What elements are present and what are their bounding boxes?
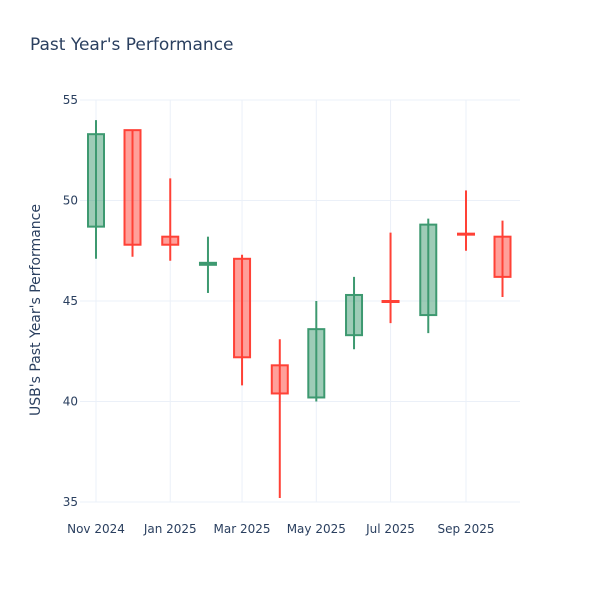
increasing-candle <box>345 276 364 350</box>
chart-title: Past Year's Performance <box>30 35 234 55</box>
y-tick-label: 40 <box>63 395 78 409</box>
candle-body <box>198 261 217 266</box>
candle-body <box>87 133 105 228</box>
x-tick-label: Jul 2025 <box>365 522 415 536</box>
candle-body <box>419 223 438 317</box>
y-tick-label: 35 <box>63 495 78 509</box>
y-axis-label: USB's Past Year's Performance <box>28 204 44 416</box>
candle-body <box>307 328 326 399</box>
decreasing-candle <box>493 220 512 297</box>
decreasing-candle <box>233 254 252 386</box>
decreasing-candle <box>381 232 400 324</box>
x-tick-label: Nov 2024 <box>67 522 125 536</box>
y-tick-label: 50 <box>63 194 78 208</box>
decreasing-candle <box>161 178 180 261</box>
y-tick-label: 45 <box>63 294 78 308</box>
candle-body <box>345 293 364 337</box>
decreasing-candle <box>270 339 289 498</box>
increasing-candle <box>419 218 438 334</box>
candle-body <box>270 364 289 395</box>
x-tick-label: May 2025 <box>287 522 346 536</box>
y-axis-ticks: 35 40 45 50 55 <box>63 93 78 509</box>
x-tick-label: Sep 2025 <box>438 522 495 536</box>
candle-body <box>381 300 400 304</box>
candles <box>87 120 512 498</box>
candle-body <box>233 257 252 359</box>
decreasing-candle <box>123 129 142 257</box>
candle-body <box>161 235 180 246</box>
x-axis-ticks: Nov 2024 Jan 2025 Mar 2025 May 2025 Jul 2025… <box>67 522 494 536</box>
increasing-candle <box>307 301 326 402</box>
increasing-candle <box>87 120 105 259</box>
increasing-candle <box>198 236 217 293</box>
x-tick-label: Jan 2025 <box>143 522 197 536</box>
grid <box>80 99 520 503</box>
candle-body <box>457 232 475 236</box>
candle-body <box>123 129 142 246</box>
y-tick-label: 55 <box>63 93 78 107</box>
candle-body <box>493 235 512 278</box>
x-tick-label: Mar 2025 <box>214 522 271 536</box>
decreasing-candle <box>457 190 475 251</box>
